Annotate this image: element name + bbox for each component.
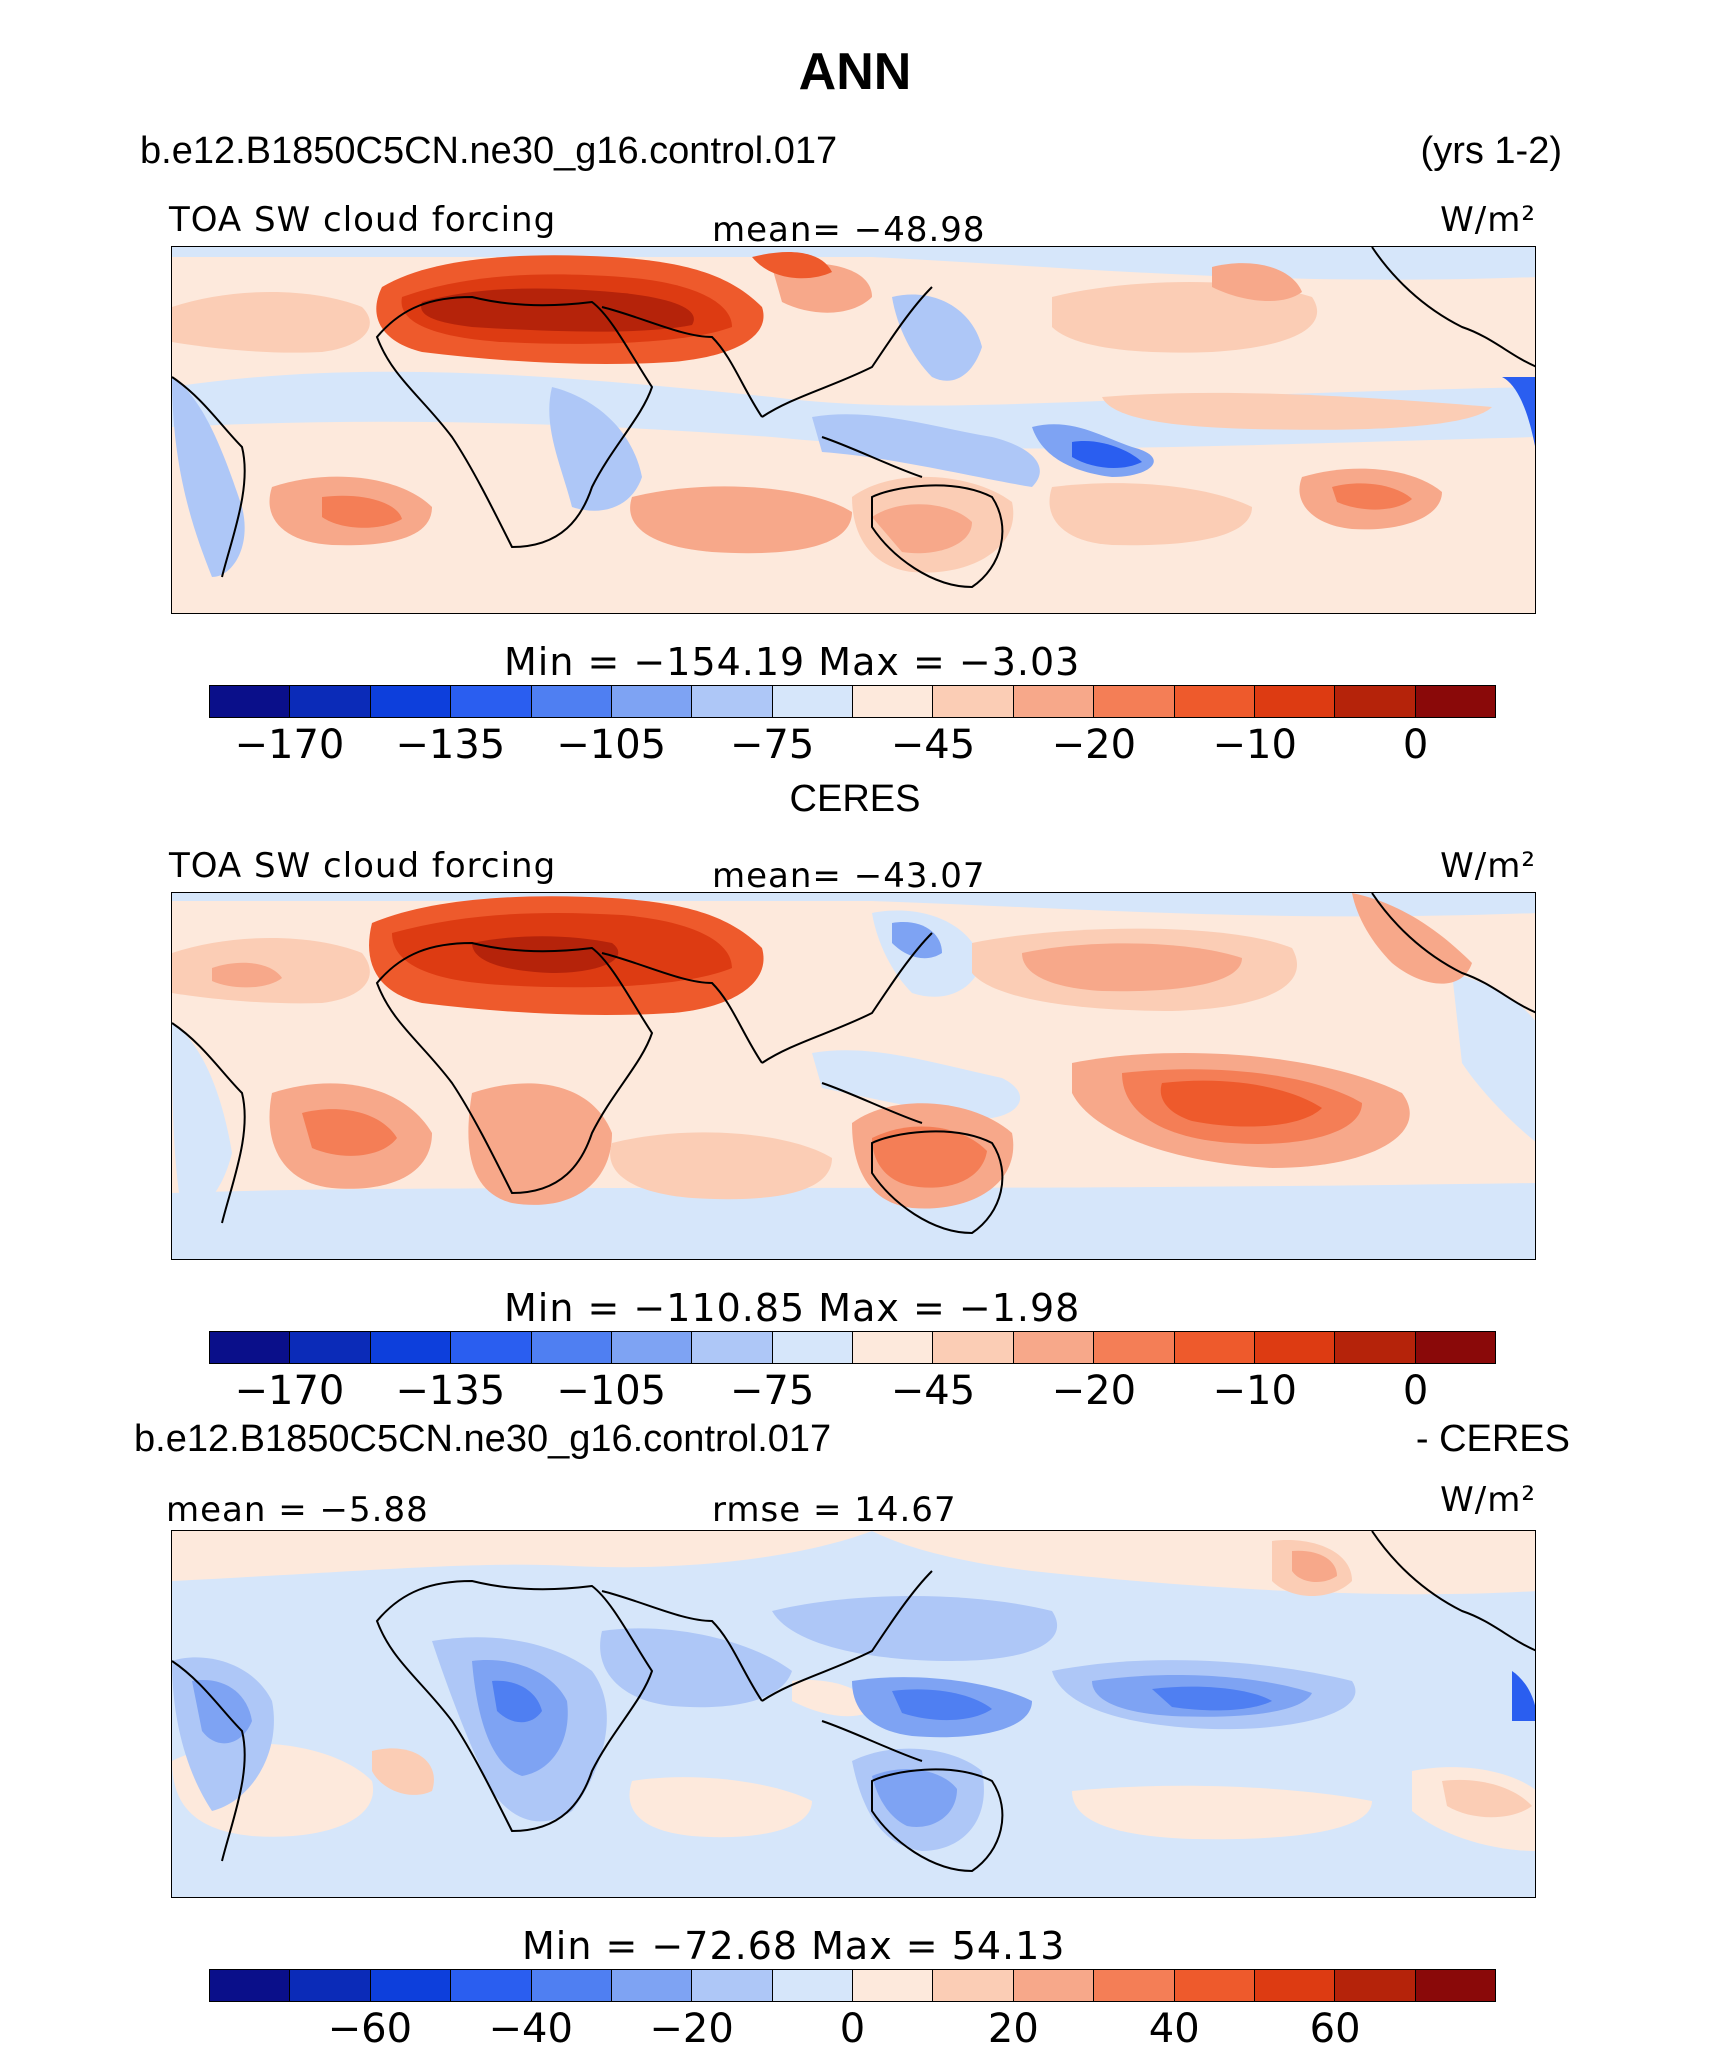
- colorbar-tick-label: 40: [1148, 2006, 1200, 2052]
- colorbar-swatch: [933, 686, 1014, 717]
- colorbar-swatch: [1415, 686, 1495, 717]
- panel2-colorbar: [209, 1331, 1496, 1364]
- colorbar-swatch: [692, 1970, 773, 2001]
- colorbar-swatch: [290, 1970, 371, 2001]
- panel1-units-label: W/m²: [1440, 200, 1536, 240]
- colorbar-tick-label: 0: [1402, 1368, 1429, 1414]
- colorbar-tick-label: −10: [1212, 1368, 1297, 1414]
- figure-title: ANN: [798, 43, 912, 101]
- colorbar-tick-label: 0: [1402, 722, 1429, 768]
- colorbar-tick-label: −75: [729, 1368, 815, 1414]
- colorbar-swatch: [772, 686, 853, 717]
- colorbar-tick-label: −60: [327, 2006, 413, 2052]
- colorbar-tick-label: −20: [649, 2006, 734, 2052]
- colorbar-swatch: [692, 1332, 773, 1363]
- colorbar-tick-label: 0: [839, 2006, 866, 2052]
- colorbar-swatch: [772, 1332, 853, 1363]
- panel3-rmse-label: rmse = 14.67: [712, 1490, 957, 1530]
- colorbar-swatch: [1254, 1332, 1336, 1363]
- colorbar-swatch: [1094, 686, 1175, 717]
- colorbar-tick-label: −45: [890, 722, 976, 768]
- colorbar-swatch: [772, 1970, 853, 2001]
- panel1-case-label: b.e12.B1850C5CN.ne30_g16.control.017: [140, 130, 838, 172]
- colorbar-swatch: [1174, 686, 1255, 717]
- colorbar-swatch: [451, 1332, 532, 1363]
- colorbar-tick-label: −135: [395, 1368, 506, 1414]
- colorbar-swatch: [1254, 1970, 1336, 2001]
- colorbar-swatch: [611, 1970, 693, 2001]
- colorbar-swatch: [531, 1970, 612, 2001]
- panel1-colorbar: [209, 685, 1496, 718]
- colorbar-tick-label: −75: [729, 722, 815, 768]
- colorbar-swatch: [531, 1332, 612, 1363]
- colorbar-swatch: [611, 686, 693, 717]
- colorbar-swatch: [853, 686, 934, 717]
- colorbar-swatch: [1335, 1332, 1416, 1363]
- colorbar-swatch: [451, 1970, 532, 2001]
- colorbar-swatch: [210, 686, 291, 717]
- colorbar-swatch: [933, 1332, 1014, 1363]
- colorbar-tick-label: −105: [556, 722, 667, 768]
- colorbar-swatch: [1013, 686, 1095, 717]
- colorbar-swatch: [370, 1970, 452, 2001]
- colorbar-swatch: [1415, 1332, 1495, 1363]
- colorbar-swatch: [692, 686, 773, 717]
- colorbar-swatch: [1013, 1332, 1095, 1363]
- colorbar-swatch: [210, 1332, 291, 1363]
- colorbar-tick-label: −170: [234, 1368, 345, 1414]
- panel1-minmax-label: Min = −154.19 Max = −3.03: [504, 640, 1081, 684]
- panel1-map: [171, 246, 1536, 614]
- colorbar-swatch: [290, 1332, 371, 1363]
- colorbar-swatch: [1254, 686, 1336, 717]
- colorbar-tick-label: −20: [1051, 1368, 1137, 1414]
- colorbar-swatch: [290, 686, 371, 717]
- panel1-years-label: (yrs 1-2): [1420, 130, 1562, 172]
- panel2-minmax-label: Min = −110.85 Max = −1.98: [504, 1286, 1081, 1330]
- panel3-years-label: - CERES: [1415, 1418, 1570, 1460]
- colorbar-swatch: [853, 1332, 934, 1363]
- panel1-variable-label: TOA SW cloud forcing: [169, 200, 557, 240]
- panel2-case-label: CERES: [789, 778, 921, 820]
- colorbar-swatch: [370, 686, 452, 717]
- colorbar-tick-label: −135: [395, 722, 506, 768]
- panel3-case-label: b.e12.B1850C5CN.ne30_g16.control.017: [134, 1418, 832, 1460]
- colorbar-tick-label: −10: [1212, 722, 1297, 768]
- colorbar-swatch: [1335, 1970, 1416, 2001]
- colorbar-tick-label: 20: [987, 2006, 1039, 2052]
- colorbar-swatch: [611, 1332, 693, 1363]
- colorbar-swatch: [1094, 1332, 1175, 1363]
- panel3-mean-label: mean = −5.88: [166, 1490, 429, 1530]
- colorbar-swatch: [1013, 1970, 1095, 2001]
- colorbar-swatch: [1094, 1970, 1175, 2001]
- panel2-variable-label: TOA SW cloud forcing: [169, 846, 557, 886]
- colorbar-swatch: [1174, 1970, 1255, 2001]
- panel3-colorbar-ticks: −60 −40 −20 0 20 40 60: [209, 2006, 1496, 2056]
- colorbar-swatch: [451, 686, 532, 717]
- colorbar-swatch: [1335, 686, 1416, 717]
- colorbar-swatch: [370, 1332, 452, 1363]
- panel3-units-label: W/m²: [1440, 1480, 1536, 1520]
- colorbar-swatch: [933, 1970, 1014, 2001]
- colorbar-tick-label: −170: [234, 722, 345, 768]
- colorbar-tick-label: −105: [556, 1368, 667, 1414]
- colorbar-swatch: [1415, 1970, 1495, 2001]
- colorbar-swatch: [1174, 1332, 1255, 1363]
- colorbar-tick-label: −20: [1051, 722, 1137, 768]
- panel3-map: [171, 1530, 1536, 1898]
- panel3-minmax-label: Min = −72.68 Max = 54.13: [522, 1924, 1066, 1968]
- panel3-colorbar: [209, 1969, 1496, 2002]
- panel1-colorbar-ticks: −170 −135 −105 −75 −45 −20 −10 0: [209, 722, 1496, 772]
- panel2-units-label: W/m²: [1440, 846, 1536, 886]
- colorbar-tick-label: −45: [890, 1368, 976, 1414]
- panel1-mean-label: mean= −48.98: [712, 210, 986, 250]
- panel2-map: [171, 892, 1536, 1260]
- colorbar-swatch: [531, 686, 612, 717]
- colorbar-tick-label: −40: [488, 2006, 573, 2052]
- colorbar-swatch: [210, 1970, 291, 2001]
- colorbar-tick-label: 60: [1309, 2006, 1361, 2052]
- colorbar-swatch: [853, 1970, 934, 2001]
- panel2-colorbar-ticks: −170 −135 −105 −75 −45 −20 −10 0: [209, 1368, 1496, 1418]
- panel2-mean-label: mean= −43.07: [712, 856, 986, 896]
